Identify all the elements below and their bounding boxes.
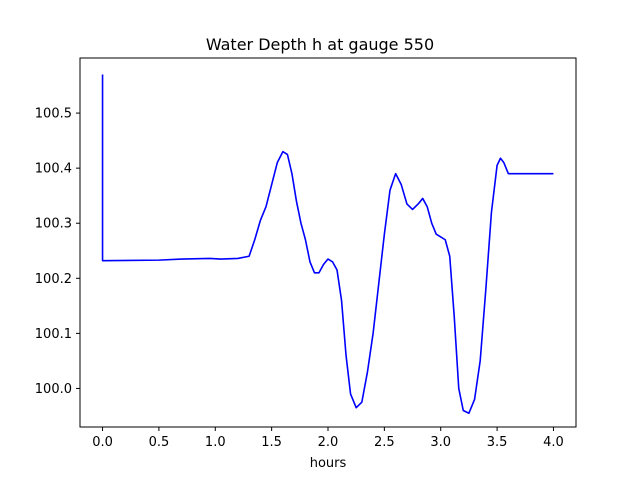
y-axis: 100.0 100.1 100.2 100.3 100.4 100.5 [35,107,80,397]
y-tick-label: 100.5 [35,107,72,122]
x-tick-label: 2.0 [318,435,339,450]
plot-frame [79,57,577,428]
x-tick-label: 3.0 [430,435,451,450]
plot-area [79,57,577,428]
x-tick-label: 1.0 [205,435,226,450]
x-tick-label: 1.5 [261,435,282,450]
x-tick-label: 2.5 [374,435,395,450]
series-line-0 [101,74,554,415]
x-axis: 0.0 0.5 1.0 1.5 2.0 2.5 3.0 3.5 4.0 [92,427,564,450]
x-tick-label: 4.0 [543,435,564,450]
y-tick-label: 100.3 [35,217,72,232]
x-axis-label: hours [310,456,347,471]
x-tick-label: 0.0 [92,435,113,450]
chart-title: Water Depth h at gauge 550 [206,35,434,54]
x-tick-label: 0.5 [149,435,170,450]
y-tick-label: 100.4 [35,162,72,177]
y-tick-label: 100.1 [35,327,72,342]
x-tick-label: 3.5 [487,435,508,450]
y-tick-label: 100.0 [35,382,72,397]
y-tick-label: 100.2 [35,272,72,287]
